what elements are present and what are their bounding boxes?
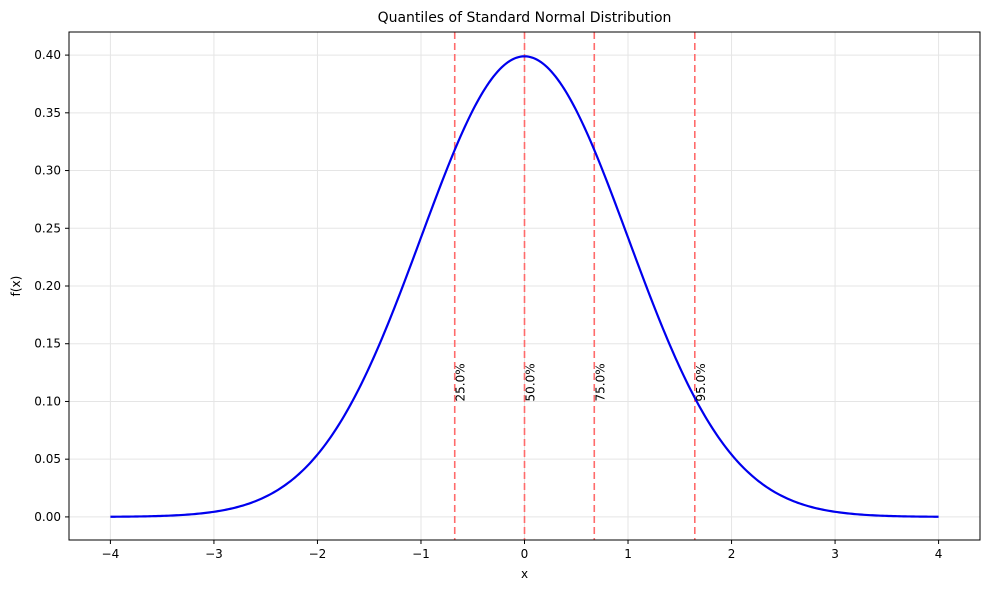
y-axis-title: f(x): [9, 276, 23, 297]
x-tick-label: 3: [831, 547, 839, 561]
y-tick-label: 0.30: [34, 164, 61, 178]
quantile-label: 75.0%: [593, 363, 607, 401]
y-tick-label: 0.35: [34, 106, 61, 120]
x-axis-title: x: [521, 567, 528, 581]
y-tick-label: 0.05: [34, 452, 61, 466]
quantile-label: 95.0%: [694, 363, 708, 401]
y-tick-label: 0.00: [34, 510, 61, 524]
quantile-labels: 25.0% 50.0% 75.0% 95.0%: [454, 363, 708, 401]
x-tick-label: −3: [205, 547, 223, 561]
x-tick-label: −1: [412, 547, 430, 561]
x-tick-label: 1: [624, 547, 632, 561]
y-tick-label: 0.20: [34, 279, 61, 293]
y-tick-label: 0.40: [34, 48, 61, 62]
y-tick-label: 0.15: [34, 337, 61, 351]
x-axis-ticks: −4 −3 −2 −1 0 1 2 3 4: [102, 540, 943, 561]
chart-title: Quantiles of Standard Normal Distributio…: [378, 10, 672, 26]
y-tick-label: 0.10: [34, 394, 61, 408]
y-tick-label: 0.25: [34, 221, 61, 235]
y-axis-ticks: 0.00 0.05 0.10 0.15 0.20 0.25 0.30 0.35 0.40: [34, 48, 69, 524]
quantile-label: 25.0%: [454, 363, 468, 401]
quantile-label: 50.0%: [524, 363, 538, 401]
x-tick-label: −2: [309, 547, 327, 561]
x-tick-label: −4: [102, 547, 120, 561]
pdf-curve: [110, 55, 939, 518]
x-tick-label: 4: [935, 547, 943, 561]
quantile-lines: [453, 32, 696, 540]
x-tick-label: 0: [521, 547, 529, 561]
x-tick-label: 2: [728, 547, 736, 561]
series-layer: [110, 55, 939, 518]
